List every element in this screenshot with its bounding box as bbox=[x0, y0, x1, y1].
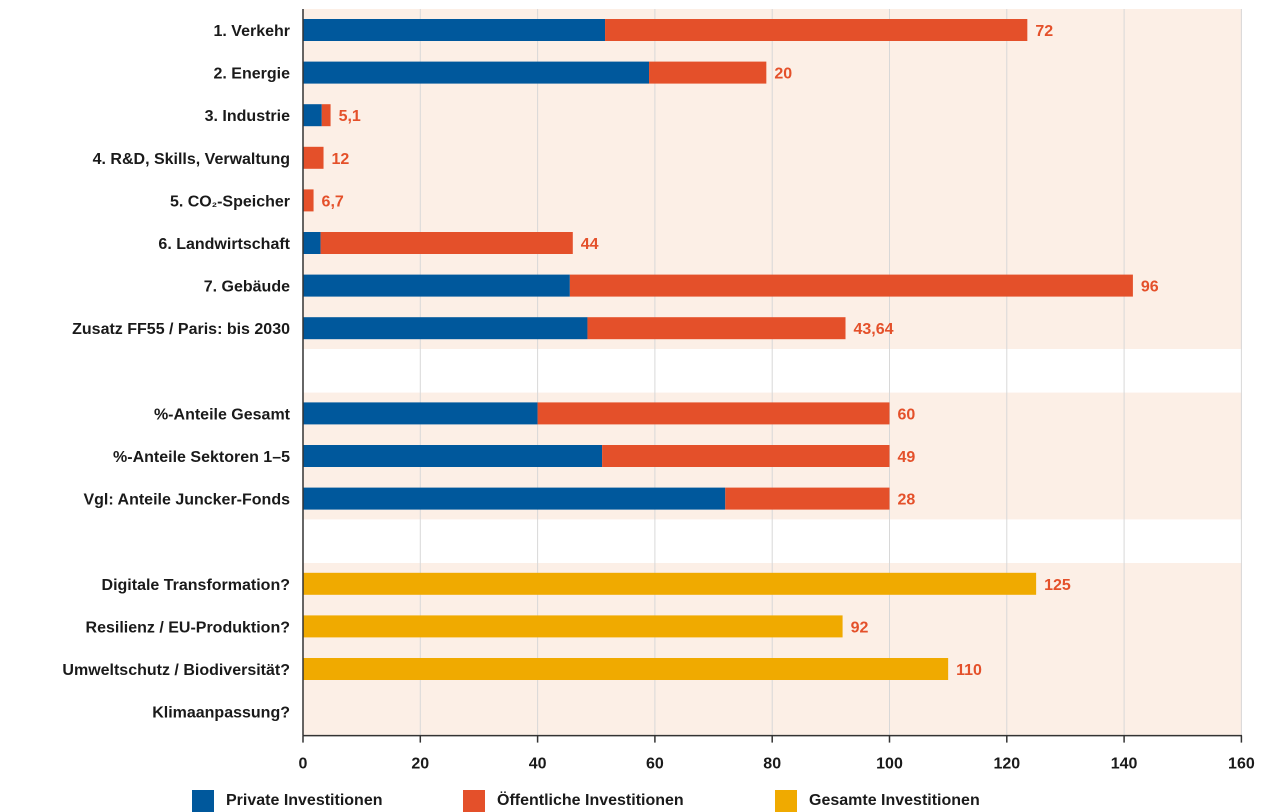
x-tick-label: 80 bbox=[763, 756, 781, 773]
x-tick-label: 0 bbox=[299, 756, 308, 773]
category-label: Digitale Transformation? bbox=[102, 577, 290, 594]
value-label: 60 bbox=[898, 406, 916, 423]
bar-private bbox=[303, 61, 650, 84]
bar-chart: 1. Verkehr 72 2. Energie 20 3. Industrie 5,1 4… bbox=[62, 9, 1255, 773]
category-label: Zusatz FF55 / Paris: bis 2030 bbox=[72, 321, 290, 338]
bar-private bbox=[303, 487, 726, 510]
bar-public bbox=[321, 104, 331, 127]
category-label: 4. R&D, Skills, Verwaltung bbox=[93, 151, 290, 168]
bar-total bbox=[303, 615, 843, 638]
value-label: 43,64 bbox=[854, 321, 894, 338]
bar-total bbox=[303, 572, 1037, 595]
category-label: %-Anteile Sektoren 1–5 bbox=[113, 449, 290, 466]
value-label: 12 bbox=[332, 151, 350, 168]
legend-item-private: Private Investitionen bbox=[192, 790, 383, 812]
bar-private bbox=[303, 445, 603, 467]
category-label: Klimaanpassung? bbox=[152, 705, 290, 722]
bar-private bbox=[303, 274, 570, 297]
bar-total bbox=[303, 658, 949, 680]
bar-public bbox=[303, 146, 324, 169]
bar-private bbox=[303, 402, 538, 425]
legend-item-total: Gesamte Investitionen bbox=[775, 790, 980, 812]
legend-swatch-public bbox=[463, 790, 485, 812]
legend-swatch-private bbox=[192, 790, 214, 812]
x-tick-label: 20 bbox=[411, 756, 429, 773]
bar-public bbox=[587, 317, 846, 340]
x-tick-label: 100 bbox=[876, 756, 903, 773]
category-label: %-Anteile Gesamt bbox=[154, 406, 291, 423]
bar-public bbox=[602, 445, 890, 467]
x-tick-label: 60 bbox=[646, 756, 664, 773]
bar-public bbox=[537, 402, 890, 425]
x-tick-label: 140 bbox=[1111, 756, 1138, 773]
value-label: 72 bbox=[1035, 23, 1053, 40]
value-label: 5,1 bbox=[339, 108, 361, 125]
category-label: 5. CO₂-Speicher bbox=[170, 193, 290, 210]
bar-public bbox=[320, 232, 573, 254]
bar-private bbox=[303, 19, 606, 41]
bar-public bbox=[605, 19, 1028, 41]
legend-item-public: Öffentliche Investitionen bbox=[463, 790, 684, 812]
legend-label-private: Private Investitionen bbox=[226, 792, 383, 809]
category-label: 3. Industrie bbox=[205, 108, 290, 125]
bar-private bbox=[303, 104, 322, 127]
value-label: 20 bbox=[774, 66, 792, 83]
value-label: 6,7 bbox=[322, 193, 344, 210]
legend-label-public: Öffentliche Investitionen bbox=[497, 792, 684, 809]
value-label: 49 bbox=[898, 449, 916, 466]
bar-public bbox=[569, 274, 1133, 297]
x-tick-label: 120 bbox=[993, 756, 1020, 773]
category-label: 6. Landwirtschaft bbox=[158, 236, 290, 253]
category-label: Resilienz / EU-Produktion? bbox=[86, 619, 290, 636]
x-tick-label: 40 bbox=[529, 756, 547, 773]
value-label: 28 bbox=[898, 492, 916, 509]
legend-swatch-total bbox=[775, 790, 797, 812]
value-label: 92 bbox=[851, 619, 869, 636]
bar-public bbox=[725, 487, 890, 510]
category-label: 7. Gebäude bbox=[204, 279, 290, 296]
legend-label-total: Gesamte Investitionen bbox=[809, 792, 980, 809]
bar-public bbox=[303, 189, 314, 212]
x-tick-label: 160 bbox=[1228, 756, 1255, 773]
value-label: 96 bbox=[1141, 279, 1159, 296]
category-label: Vgl: Anteile Juncker-Fonds bbox=[83, 492, 290, 509]
value-label: 125 bbox=[1044, 577, 1071, 594]
bar-public bbox=[649, 61, 767, 84]
bar-private bbox=[303, 232, 321, 254]
value-label: 44 bbox=[581, 236, 599, 253]
value-label: 110 bbox=[956, 662, 982, 679]
category-label: 1. Verkehr bbox=[214, 23, 291, 40]
category-label: 2. Energie bbox=[214, 66, 291, 83]
category-label: Umweltschutz / Biodiversität? bbox=[62, 662, 290, 679]
bar-private bbox=[303, 317, 588, 340]
legend: Private Investitionen Öffentliche Invest… bbox=[0, 788, 1267, 812]
